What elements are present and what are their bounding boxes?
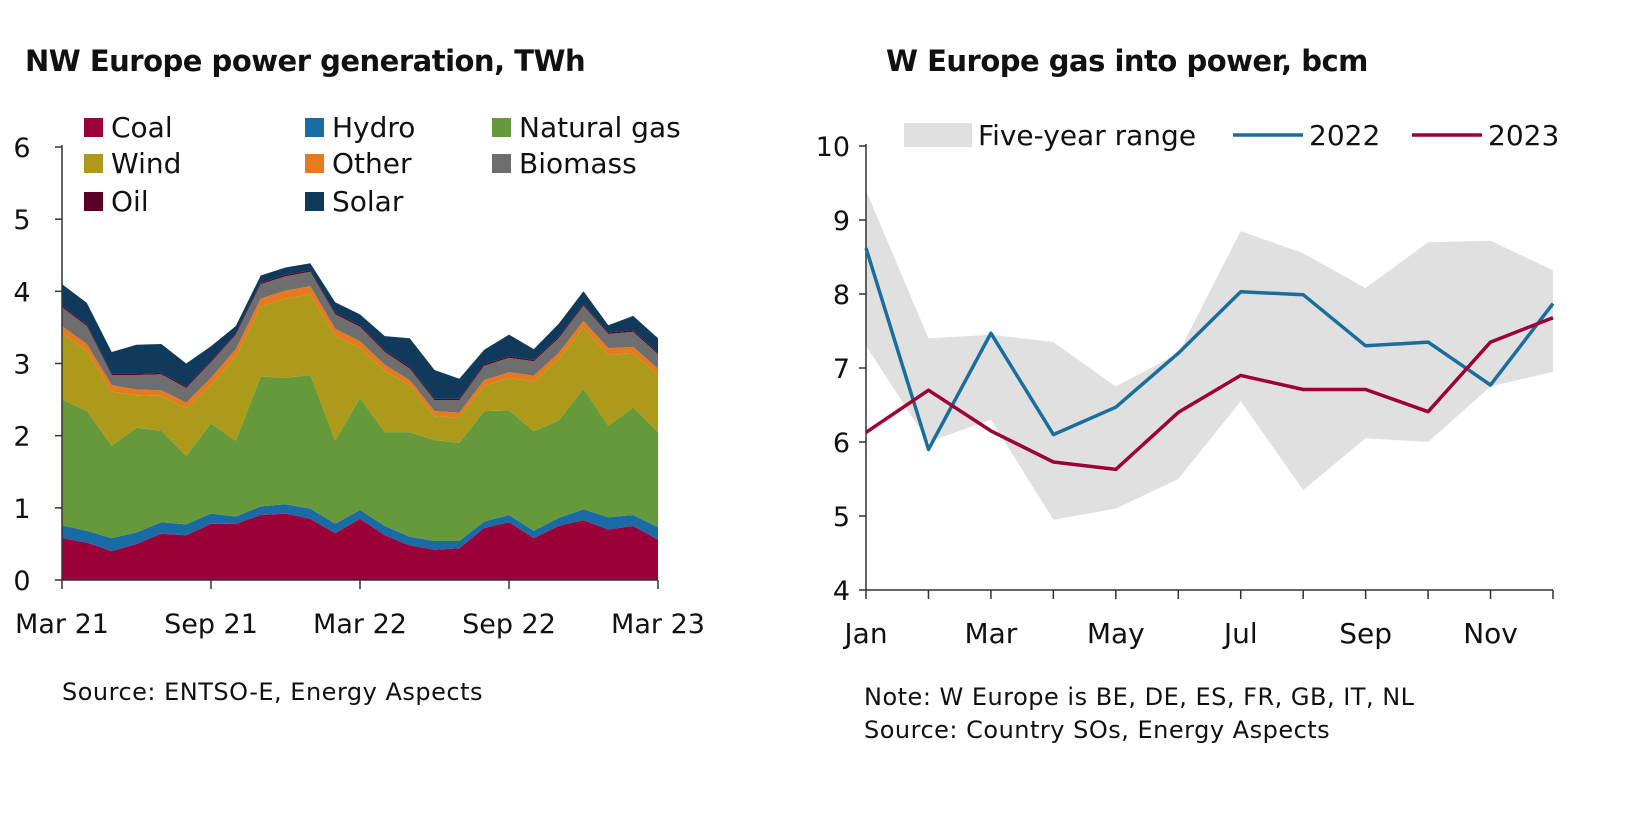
gas-into-power-chart: 4 5 6 7 8 9 10 Jan Mar May Jul Sep Nov Five-year rang… (816, 119, 1560, 650)
legend-label-five-year-range: Five-year range (978, 119, 1196, 152)
legend-swatch-hydro (305, 118, 324, 137)
x-tick-label: Sep (1339, 617, 1392, 650)
line-series-2023 (865, 316, 1554, 472)
y-tick-label: 0 (13, 566, 30, 597)
legend-swatch-oil (84, 192, 103, 211)
x-tick-label: Sep 22 (462, 609, 556, 640)
gas-into-power-panel: W Europe gas into power, bcm 4 5 6 7 8 9 10 Jan… (816, 0, 1628, 823)
legend-swatch-five-year-range (904, 123, 972, 147)
legend-label-2023: 2023 (1488, 119, 1559, 152)
legend-swatch-solar (305, 192, 324, 211)
line-series-2022 (864, 247, 1555, 452)
gas-into-power-source: Source: Country SOs, Energy Aspects (864, 716, 1331, 744)
y-tick-label: 10 (816, 132, 850, 163)
legend-label-wind: Wind (111, 147, 181, 180)
y-tick-label: 1 (13, 494, 30, 525)
area-other (62, 286, 658, 418)
x-tick-label: Jul (1222, 617, 1258, 650)
x-tick-label: May (1087, 617, 1145, 650)
area-biomass (62, 271, 658, 413)
area-coal (62, 513, 658, 580)
x-tick-label: Sep 21 (164, 609, 258, 640)
y-tick-label: 6 (13, 133, 30, 164)
legend-swatch-wind (84, 154, 103, 173)
five-year-range-band (866, 190, 1553, 520)
legend-label-biomass: Biomass (519, 147, 637, 180)
y-tick-label: 3 (13, 350, 30, 381)
x-tick-label: Nov (1463, 617, 1518, 650)
power-generation-panel: NW Europe power generation, TWh 0 1 2 3 4 5 6 M… (0, 0, 800, 823)
y-tick-label: 6 (833, 428, 850, 459)
legend-swatch-coal (84, 118, 103, 137)
area-wind (62, 294, 658, 456)
y-tick-label: 4 (13, 277, 30, 308)
x-tick-label: Mar 23 (611, 609, 705, 640)
y-tick-label: 5 (13, 205, 30, 236)
area-natural-gas (62, 375, 658, 541)
x-tick-label: Mar 22 (313, 609, 407, 640)
legend-label-natural-gas: Natural gas (519, 111, 681, 144)
power-generation-title: NW Europe power generation, TWh (25, 44, 586, 78)
y-tick-label: 2 (13, 422, 30, 453)
legend-label-hydro: Hydro (332, 111, 415, 144)
y-tick-label: 5 (833, 502, 850, 533)
legend-swatch-other (305, 154, 324, 173)
y-tick-label: 7 (833, 354, 850, 385)
area-hydro (62, 504, 658, 552)
x-tick-label: Mar 21 (15, 609, 109, 640)
x-tick-label: Mar (964, 617, 1017, 650)
power-generation-chart: 0 1 2 3 4 5 6 Mar 21 Sep 21 Mar 22 Sep 22 Mar 23 Coa… (13, 111, 705, 640)
legend-label-other: Other (332, 147, 412, 180)
legend-label-solar: Solar (332, 185, 404, 218)
y-tick-label: 9 (833, 206, 850, 237)
y-tick-label: 8 (833, 280, 850, 311)
legend-label-coal: Coal (111, 111, 173, 144)
legend-swatch-natural-gas (492, 118, 511, 137)
gas-into-power-title: W Europe gas into power, bcm (886, 44, 1368, 78)
legend-label-oil: Oil (111, 185, 149, 218)
gas-into-power-note: Note: W Europe is BE, DE, ES, FR, GB, IT… (864, 683, 1415, 711)
x-tick-label: Jan (842, 617, 887, 650)
power-generation-source: Source: ENTSO-E, Energy Aspects (62, 678, 483, 706)
y-tick-label: 4 (833, 576, 850, 607)
legend-label-2022: 2022 (1309, 119, 1380, 152)
legend-swatch-biomass (492, 154, 511, 173)
